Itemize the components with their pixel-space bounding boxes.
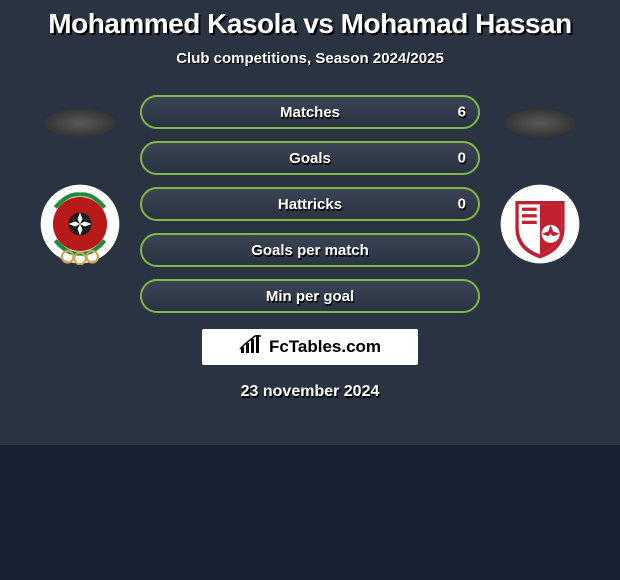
watermark-text: FcTables.com — [269, 337, 381, 357]
comparison-title: Mohammed Kasola vs Mohamad Hassan — [0, 8, 620, 40]
player-left-column — [20, 95, 140, 265]
stats-area: Matches 6 Goals 0 Hattricks 0 Goals per … — [0, 95, 620, 313]
comparison-panel: Mohammed Kasola vs Mohamad Hassan Club c… — [0, 0, 620, 445]
watermark: FcTables.com — [202, 329, 418, 365]
stat-bars: Matches 6 Goals 0 Hattricks 0 Goals per … — [140, 95, 480, 313]
stat-bar-hattricks: Hattricks 0 — [140, 187, 480, 221]
generated-date: 23 november 2024 — [0, 383, 620, 401]
club-crest-right — [499, 183, 581, 265]
club-crest-left — [39, 183, 121, 265]
stat-bar-matches: Matches 6 — [140, 95, 480, 129]
player-left-silhouette — [45, 109, 115, 137]
stat-bar-goals-per-match: Goals per match — [140, 233, 480, 267]
stat-bar-goals: Goals 0 — [140, 141, 480, 175]
stat-value-right: 0 — [458, 196, 466, 213]
comparison-subtitle: Club competitions, Season 2024/2025 — [0, 50, 620, 67]
stat-label: Goals — [289, 150, 331, 167]
stat-label: Hattricks — [278, 196, 342, 213]
player-right-silhouette — [505, 109, 575, 137]
stat-label: Goals per match — [251, 242, 369, 259]
stat-value-right: 0 — [458, 150, 466, 167]
stat-value-right: 6 — [458, 104, 466, 121]
stat-label: Min per goal — [266, 288, 354, 305]
stat-bar-min-per-goal: Min per goal — [140, 279, 480, 313]
player-right-column — [480, 95, 600, 265]
stat-label: Matches — [280, 104, 340, 121]
chart-icon — [239, 335, 263, 360]
